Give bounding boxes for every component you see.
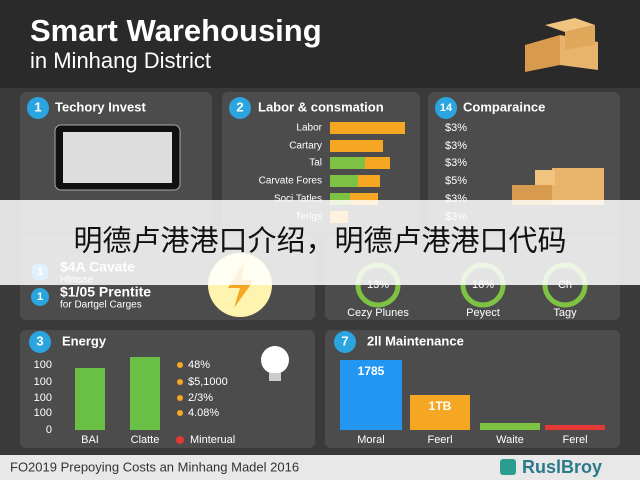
bar — [365, 157, 390, 169]
comparison-item: $3% — [445, 140, 467, 152]
legend-dot — [177, 379, 183, 385]
overlay-banner — [0, 200, 640, 285]
badge — [29, 331, 51, 353]
badge-number: 7 — [341, 333, 348, 348]
bar — [330, 122, 405, 134]
footer — [0, 455, 640, 480]
legend-note: Minterual — [190, 434, 235, 446]
axis-label: 100 — [34, 359, 52, 371]
rate-label: Peyect — [466, 307, 500, 319]
brand-logo — [500, 459, 516, 475]
badge — [27, 97, 49, 119]
axis-label: 100 — [34, 392, 52, 404]
category-label: Feerl — [427, 434, 452, 446]
panel-title: 2ll Maintenance — [367, 333, 464, 348]
badge-number: 3 — [36, 333, 43, 348]
category-label: Waite — [496, 434, 524, 446]
bar — [330, 175, 358, 187]
comparison-item: $3% — [445, 122, 467, 134]
legend-dot — [176, 436, 184, 444]
comparison-item: $3% — [445, 157, 467, 169]
badge-number: 1 — [37, 291, 43, 303]
cost-note: for Dartgel Carges — [60, 300, 142, 311]
footer-text: FO2019 Prepoying Costs an Minhang Madel … — [10, 459, 299, 474]
overlay-text: 明德卢港港口介绍，明德卢港港口代码 — [73, 225, 566, 258]
legend-dot — [177, 410, 183, 416]
bar — [410, 395, 470, 430]
bar-label: Tal — [309, 158, 322, 169]
title: Smart Warehousing — [30, 13, 322, 48]
legend-dot — [177, 395, 183, 401]
brand: RuslBroy — [522, 457, 602, 477]
bar — [75, 368, 105, 430]
legend-dot — [177, 362, 183, 368]
bar — [358, 175, 380, 187]
maintenance-chart: 1785 Moral 1TB Feerl Waite Ferel — [340, 360, 605, 446]
badge — [334, 331, 356, 353]
badge — [31, 288, 49, 306]
bar — [545, 425, 605, 430]
category-label: Clatte — [131, 434, 160, 446]
legend-text: 4.08% — [188, 407, 219, 419]
category-label: Ferel — [562, 434, 587, 446]
bar-label: Cartary — [289, 141, 322, 152]
badge — [229, 97, 251, 119]
legend-text: $5,1000 — [188, 376, 228, 388]
legend-text: 2/3% — [188, 392, 213, 404]
badge-number: 2 — [236, 99, 243, 114]
rate-label: Cezy Plunes — [347, 307, 409, 319]
bar — [340, 360, 402, 430]
rate-label: Tagy — [553, 307, 577, 319]
bar — [130, 357, 160, 430]
category-label: BAI — [81, 434, 99, 446]
bulb-icon — [261, 346, 289, 381]
tablet-screen — [63, 132, 172, 183]
value-label: 1TB — [429, 399, 452, 413]
boxes-icon — [525, 18, 598, 72]
bar — [330, 157, 365, 169]
bar — [330, 140, 383, 152]
badge-number: 14 — [440, 102, 453, 114]
bar-label: Labor — [296, 123, 322, 134]
badge — [435, 97, 457, 119]
panel-title: Techory Invest — [55, 99, 146, 114]
panel-title: Comparaince — [463, 99, 545, 114]
bar — [480, 423, 540, 430]
axis-label: 0 — [46, 424, 52, 436]
axis-label: 100 — [34, 407, 52, 419]
panel-title: Energy — [62, 333, 107, 348]
badge-number: 1 — [34, 99, 41, 114]
energy-chart: 100 100 100 100 0 BAI Clatte 48% $5,1000 2/3% 4.08… — [34, 357, 235, 446]
legend-text: 48% — [188, 359, 210, 371]
panel-title: Labor & consmation — [258, 99, 384, 114]
bar-label: Soci Tatles — [274, 194, 322, 205]
bar-label: Carvate Fores — [259, 176, 322, 187]
cost-value: $1/05 Prentite — [60, 284, 151, 300]
axis-label: 100 — [34, 376, 52, 388]
value-label: 1785 — [358, 364, 385, 378]
subtitle: in Minhang District — [30, 48, 211, 73]
comparison-item: $5% — [445, 175, 467, 187]
category-label: Moral — [357, 434, 385, 446]
